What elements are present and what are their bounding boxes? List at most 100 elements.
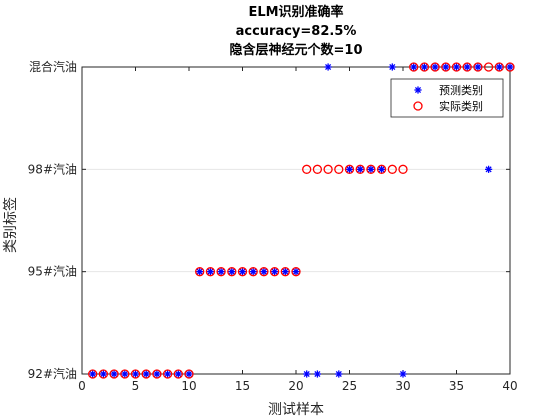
actual-point-36 <box>462 62 472 72</box>
actual-point-20 <box>291 267 301 277</box>
predicted-point-12 <box>206 268 214 276</box>
predicted-point-5 <box>131 370 140 378</box>
predicted-point-14 <box>228 268 236 276</box>
predicted-point-1 <box>89 370 97 378</box>
x-tick-label: 15 <box>235 379 250 393</box>
actual-point-33 <box>430 62 440 72</box>
predicted-point-38 <box>485 165 493 173</box>
legend-label-actual: 实际类别 <box>439 99 483 113</box>
predicted-point-34 <box>442 63 450 71</box>
predicted-point-21 <box>303 370 311 378</box>
predicted-point-18 <box>271 268 279 276</box>
predicted-point-23 <box>324 63 332 71</box>
x-axis-label: 测试样本 <box>268 402 324 418</box>
actual-point-1 <box>88 369 98 379</box>
legend-marker-actual <box>413 101 423 111</box>
predicted-point-25 <box>345 165 354 173</box>
predicted-point-28 <box>378 165 386 173</box>
actual-point-7 <box>152 369 162 379</box>
predicted-point-8 <box>164 370 172 378</box>
actual-point-30 <box>398 164 408 174</box>
actual-point-13 <box>216 267 226 277</box>
predicted-point-17 <box>260 268 268 276</box>
predicted-point-4 <box>121 370 129 378</box>
predicted-point-40 <box>506 63 514 71</box>
actual-point-17 <box>259 267 269 277</box>
actual-point-27 <box>366 164 376 174</box>
actual-point-38 <box>483 62 494 72</box>
x-tick-label: 0 <box>78 379 86 393</box>
actual-point-28 <box>376 164 387 174</box>
actual-point-34 <box>441 62 451 72</box>
x-tick-label: 35 <box>449 379 464 393</box>
predicted-point-7 <box>153 370 161 378</box>
x-tick-label: 40 <box>502 379 517 393</box>
predicted-point-13 <box>217 268 225 276</box>
actual-point-18 <box>269 267 280 277</box>
predicted-point-22 <box>313 370 321 378</box>
predicted-point-31 <box>410 63 418 71</box>
predicted-point-33 <box>431 63 439 71</box>
actual-point-10 <box>184 369 194 379</box>
x-tick-label: 25 <box>342 379 357 393</box>
y-axis-label: 类别标签 <box>3 197 19 253</box>
predicted-point-29 <box>388 63 396 71</box>
actual-point-11 <box>195 267 205 277</box>
actual-point-40 <box>505 62 515 72</box>
actual-point-15 <box>237 267 248 277</box>
predicted-point-24 <box>335 370 343 378</box>
actual-point-16 <box>248 267 258 277</box>
x-tick-label: 30 <box>395 379 410 393</box>
actual-point-21 <box>302 164 312 174</box>
actual-point-9 <box>173 369 183 379</box>
y-tick-label: 混合汽油 <box>29 59 77 74</box>
actual-point-6 <box>141 369 151 379</box>
predicted-point-30 <box>399 370 407 378</box>
actual-point-31 <box>409 62 419 72</box>
predicted-point-9 <box>174 370 182 378</box>
actual-point-29 <box>387 164 397 174</box>
actual-point-39 <box>494 62 504 72</box>
actual-point-24 <box>334 164 344 174</box>
predicted-point-26 <box>356 165 364 173</box>
legend-box <box>390 78 504 118</box>
actual-point-37 <box>473 62 483 72</box>
actual-point-4 <box>120 369 130 379</box>
predicted-point-39 <box>495 63 503 71</box>
predicted-point-11 <box>196 268 204 276</box>
actual-point-3 <box>109 369 119 379</box>
predicted-point-37 <box>474 63 482 71</box>
actual-point-14 <box>227 267 237 277</box>
predicted-point-10 <box>185 370 193 378</box>
predicted-point-6 <box>142 370 150 378</box>
y-tick-label: 98#汽油 <box>28 161 77 176</box>
predicted-point-32 <box>420 63 428 71</box>
actual-point-32 <box>419 62 430 72</box>
predicted-point-20 <box>292 268 300 276</box>
predicted-point-36 <box>463 63 471 71</box>
legend-label-predicted: 预测类别 <box>439 83 483 97</box>
predicted-point-15 <box>238 268 247 276</box>
predicted-point-16 <box>249 268 257 276</box>
legend-marker-predicted <box>414 86 422 94</box>
chart-title-line-3: 隐含层神经元个数=10 <box>229 43 363 58</box>
actual-point-26 <box>355 164 365 174</box>
actual-point-25 <box>344 164 355 174</box>
chart-title-line-1: ELM识别准确率 <box>248 5 344 20</box>
actual-point-19 <box>280 267 290 277</box>
predicted-point-2 <box>99 370 107 378</box>
x-tick-label: 10 <box>181 379 196 393</box>
actual-point-8 <box>162 369 173 379</box>
predicted-point-27 <box>367 165 375 173</box>
x-tick-label: 20 <box>288 379 303 393</box>
actual-point-5 <box>130 369 141 379</box>
predicted-point-3 <box>110 370 118 378</box>
actual-point-2 <box>98 369 109 379</box>
actual-point-22 <box>312 164 323 174</box>
y-tick-label: 95#汽油 <box>28 264 77 279</box>
predicted-point-19 <box>281 268 289 276</box>
actual-point-23 <box>323 164 333 174</box>
predicted-point-35 <box>452 63 461 71</box>
